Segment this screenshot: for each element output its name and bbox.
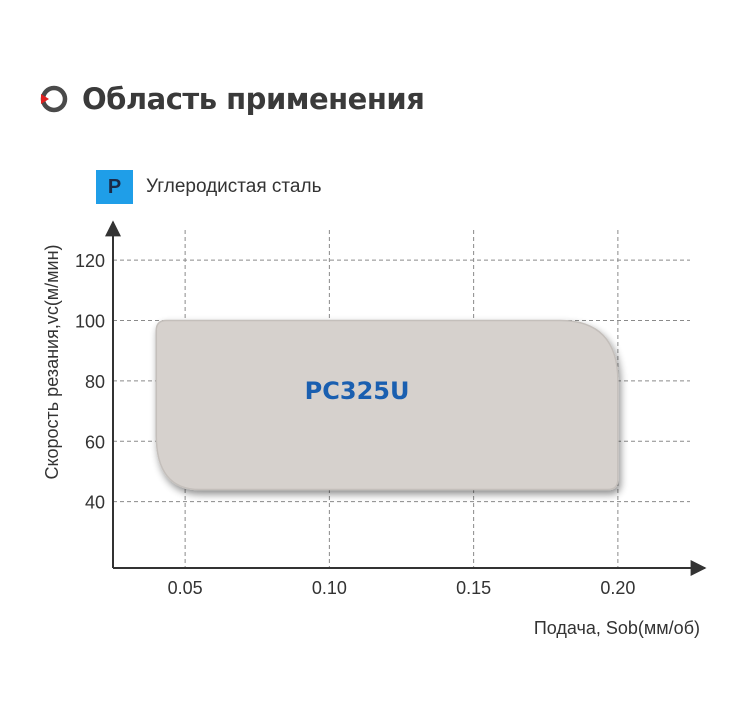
y-tick-label: 120 — [75, 251, 105, 271]
material-legend: P Углеродистая сталь — [96, 170, 321, 204]
y-tick-label: 60 — [85, 432, 105, 452]
material-label: Углеродистая сталь — [146, 176, 322, 197]
y-tick-label: 100 — [75, 312, 105, 332]
x-tick-label: 0.15 — [456, 578, 491, 598]
x-tick-label: 0.20 — [600, 578, 635, 598]
y-tick-label: 40 — [85, 493, 105, 513]
region-label: PC325U — [305, 377, 410, 405]
tick-labels: 40 60 80 100 120 0.05 0.10 0.15 0.20 — [75, 251, 635, 598]
page-title: Область применения — [82, 82, 425, 116]
region-layer: PC325U — [155, 319, 619, 491]
y-axis-title: Скорость резания,vc(м/мин) — [42, 244, 62, 479]
x-axis-title: Подача, Sob(мм/об) — [534, 618, 700, 638]
material-badge: P — [96, 170, 133, 204]
section-header: Область применения — [38, 82, 425, 116]
power-ring-icon — [40, 85, 68, 113]
application-region — [155, 319, 619, 491]
x-tick-label: 0.10 — [312, 578, 347, 598]
x-tick-label: 0.05 — [168, 578, 203, 598]
axes — [105, 220, 707, 576]
y-tick-label: 80 — [85, 372, 105, 392]
